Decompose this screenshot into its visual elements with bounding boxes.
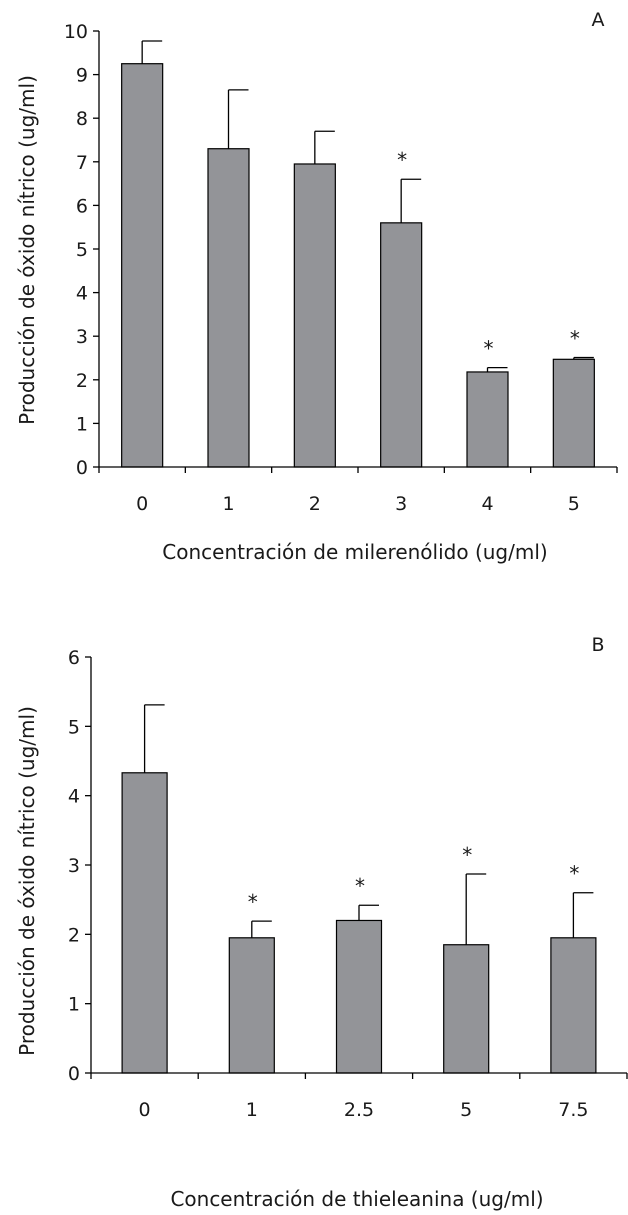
panel-a-bar: [121, 63, 164, 468]
panel-a-y-tick-label: 0: [76, 457, 88, 479]
panel-b-y-axis-title: Producción de óxido nítrico (ug/ml): [15, 706, 39, 1056]
panel-b-x-tick-label: 2.5: [344, 1099, 374, 1121]
panel-a-y-tick-label: 10: [64, 21, 88, 43]
panel-a-y-tick-label: 1: [76, 413, 88, 435]
panel-a-bar: [380, 222, 423, 468]
panel-b-y-tick-label: 2: [68, 924, 80, 946]
panel-a-significance-marker: *: [397, 148, 407, 172]
panel-b-x-axis-title: Concentración de thieleanina (ug/ml): [170, 1187, 543, 1211]
panel-b-y-tick-label: 1: [68, 994, 80, 1016]
panel-b-y-tick-label: 6: [68, 647, 80, 669]
panel-b-significance-marker: *: [569, 862, 579, 886]
panel-a-y-tick-label: 9: [76, 65, 88, 87]
panel-a-x-tick-label: 4: [481, 493, 493, 515]
panel-b-bar: [550, 937, 597, 1074]
panel-b-bar: [228, 937, 275, 1074]
panel-a-x-tick-label: 2: [309, 493, 321, 515]
panel-a-y-tick-label: 8: [76, 108, 88, 130]
panel-b-significance-marker: *: [462, 843, 472, 867]
panel-a-chart: A Producción de óxido nítrico (ug/ml) Co…: [15, 9, 618, 564]
panel-b-significance-marker: *: [355, 874, 365, 898]
panel-a-bar: [552, 358, 595, 468]
panel-a-bar: [466, 371, 509, 468]
panel-a-y-tick-label: 2: [76, 370, 88, 392]
panel-b-x-tick-label: 0: [139, 1099, 151, 1121]
panel-a-x-tick-label: 3: [395, 493, 407, 515]
panel-b-letter: B: [591, 634, 604, 656]
panel-b-chart: B Producción de óxido nítrico (ug/ml) Co…: [15, 634, 628, 1211]
panel-a-letter: A: [592, 9, 605, 31]
panel-b-x-tick-label: 5: [460, 1099, 472, 1121]
panel-a-y-tick-label: 7: [76, 152, 88, 174]
panel-a-y-tick-label: 3: [76, 326, 88, 348]
panel-b-y-tick-label: 4: [68, 786, 80, 808]
panel-b-x-tick-label: 1: [246, 1099, 258, 1121]
panel-a-bar: [207, 148, 250, 468]
panel-a-bar: [293, 163, 336, 468]
panel-a-significance-marker: *: [570, 327, 580, 351]
panel-b-significance-marker: *: [248, 890, 258, 914]
panel-b-bar: [443, 944, 490, 1074]
panel-b-bar: [335, 919, 383, 1074]
panel-a-y-tick-label: 6: [76, 195, 88, 217]
panel-a-x-tick-label: 0: [136, 493, 148, 515]
panel-a-x-tick-label: 1: [222, 493, 234, 515]
panel-a-y-tick-label: 4: [76, 283, 88, 305]
panel-b-y-tick-label: 0: [68, 1063, 80, 1085]
panel-a-y-axis-title: Producción de óxido nítrico (ug/ml): [15, 75, 39, 425]
panel-b-y-tick-label: 3: [68, 855, 80, 877]
panel-a-y-tick-label: 5: [76, 239, 88, 261]
panel-a-x-axis-title: Concentración de milerenólido (ug/ml): [162, 540, 547, 564]
panel-b-x-tick-label: 7.5: [558, 1099, 588, 1121]
panel-a-significance-marker: *: [484, 337, 494, 361]
panel-b-y-tick-label: 5: [68, 716, 80, 738]
panel-b-bar: [121, 772, 168, 1074]
panel-a-x-tick-label: 5: [568, 493, 580, 515]
